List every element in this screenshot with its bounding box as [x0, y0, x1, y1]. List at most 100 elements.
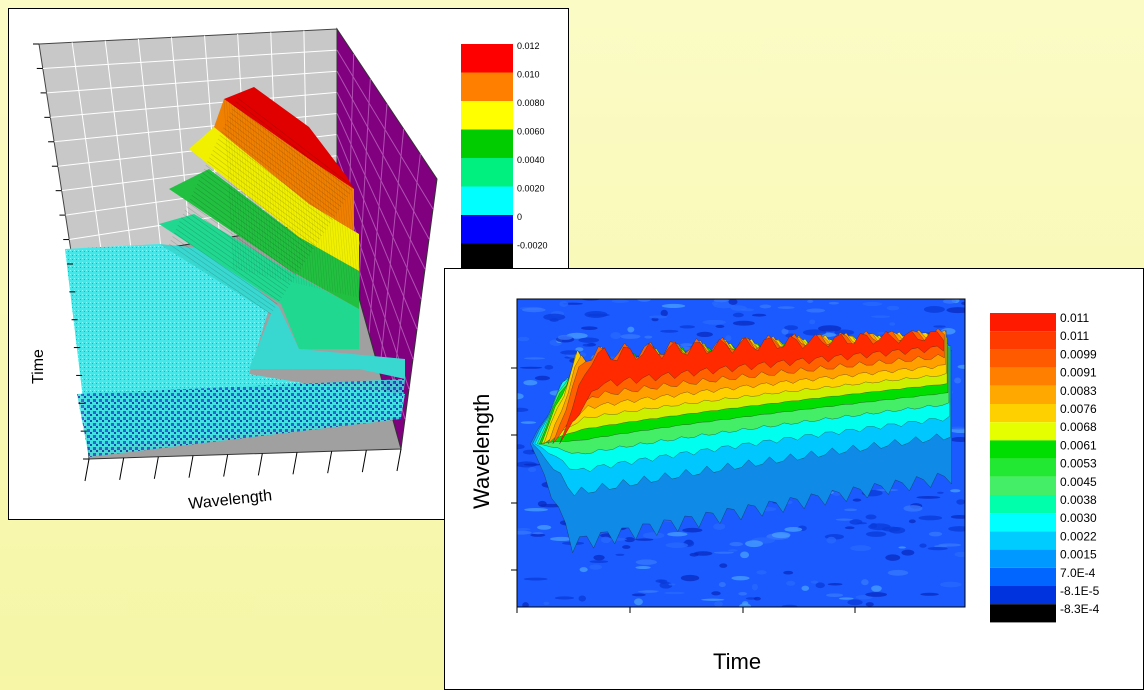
mesh-line: [288, 143, 300, 285]
speckle: [827, 582, 843, 586]
mesh-line: [175, 228, 280, 302]
speckle: [550, 536, 573, 541]
speckle: [589, 564, 602, 570]
mesh-line: [332, 174, 344, 295]
speckle: [557, 334, 573, 340]
colorbar-label: 0.0076: [1060, 402, 1097, 416]
speckle: [957, 364, 965, 369]
colorbar-label: 0.0030: [1060, 511, 1097, 525]
speckle: [862, 301, 883, 306]
colorbar-swatch: [990, 349, 1056, 368]
speckle: [642, 532, 665, 539]
speckle: [660, 309, 668, 317]
speckle: [802, 329, 827, 336]
grid-line: [368, 103, 388, 335]
speckle: [809, 319, 816, 325]
speckle: [711, 591, 721, 596]
colorbar-swatch: [461, 158, 513, 187]
mesh-line: [231, 104, 243, 271]
surface-band-red: [224, 87, 354, 189]
speckle: [889, 322, 896, 326]
speckle: [680, 574, 700, 582]
colorbar-swatch: [990, 422, 1056, 441]
speckle: [713, 523, 726, 530]
speckle: [519, 366, 543, 369]
mesh-line: [202, 172, 312, 253]
speckle: [828, 301, 840, 305]
colorbar-swatch: [461, 243, 513, 272]
mesh-line: [338, 178, 349, 296]
grid-line: [46, 70, 338, 94]
y-axis-label: Wavelength: [469, 394, 494, 509]
mesh-line: [221, 131, 335, 217]
speckle: [835, 518, 853, 521]
colorbar-label: 0.0068: [1060, 420, 1097, 434]
speckle: [753, 596, 761, 601]
mesh-line: [219, 135, 333, 220]
speckle: [600, 536, 611, 544]
colorbar-swatch: [990, 513, 1056, 532]
surface-band-cyan: [159, 244, 405, 379]
colorbar-label: 0.011: [1060, 329, 1089, 343]
mesh-line: [314, 161, 326, 291]
speckle: [871, 315, 891, 318]
speckle: [739, 603, 751, 607]
mesh-line: [172, 236, 276, 308]
mesh-line: [177, 225, 282, 298]
speckle: [871, 585, 882, 592]
speckle: [751, 583, 758, 591]
speckle: [537, 525, 552, 530]
speckle: [668, 583, 676, 586]
colorbar-label: 0.010: [517, 70, 540, 80]
speckle: [950, 514, 965, 519]
mesh-line: [216, 142, 329, 227]
speckle: [581, 326, 598, 331]
speckle: [901, 549, 915, 556]
speckle: [916, 496, 941, 499]
speckle: [847, 599, 863, 606]
mesh-line: [309, 158, 321, 289]
mesh-line: [278, 136, 289, 282]
speckle: [637, 299, 652, 302]
speckle: [961, 301, 965, 305]
speckle: [826, 593, 844, 598]
colorbar-swatch: [461, 215, 513, 244]
colorbar-swatch: [990, 531, 1056, 550]
mesh-line: [327, 170, 339, 294]
colorbar-swatch: [990, 331, 1056, 350]
speckle: [658, 579, 668, 584]
mesh-line: [293, 147, 305, 286]
surface-plot: Time Wavelength 0.0120.0100.00800.00600.…: [30, 27, 548, 513]
speckle: [593, 554, 605, 561]
mesh-line: [317, 163, 328, 291]
speckle: [520, 421, 537, 424]
speckle: [682, 527, 703, 533]
speckle: [738, 591, 748, 596]
speckle: [920, 592, 939, 596]
colorbar-swatch: [990, 476, 1056, 495]
colorbar-swatch: [461, 101, 513, 130]
mesh-line: [231, 108, 348, 198]
speckle: [523, 577, 548, 581]
mesh-line: [233, 105, 350, 194]
colorbar-swatch: [990, 604, 1056, 623]
mesh-line: [217, 138, 331, 224]
colorbar-label: 0.0015: [1060, 548, 1097, 562]
plot-frame: [516, 298, 966, 608]
speckle: [838, 597, 854, 600]
colorbar-swatch: [461, 44, 513, 73]
mesh-line: [283, 140, 295, 283]
colorbar-label: 0.0061: [1060, 438, 1097, 452]
colorbar-swatch: [990, 458, 1056, 477]
speckle: [852, 498, 862, 502]
mesh-line: [280, 138, 292, 283]
mesh-line: [325, 169, 336, 293]
speckle: [728, 549, 738, 552]
speckle: [523, 463, 541, 466]
colorbar-swatch: [990, 567, 1056, 586]
surface-noisy-edge: [77, 379, 405, 457]
colorbar-label: 0.0091: [1060, 366, 1097, 380]
mesh-line: [267, 129, 279, 280]
colorbar-label: 0.0020: [517, 184, 545, 194]
speckle: [635, 566, 651, 570]
